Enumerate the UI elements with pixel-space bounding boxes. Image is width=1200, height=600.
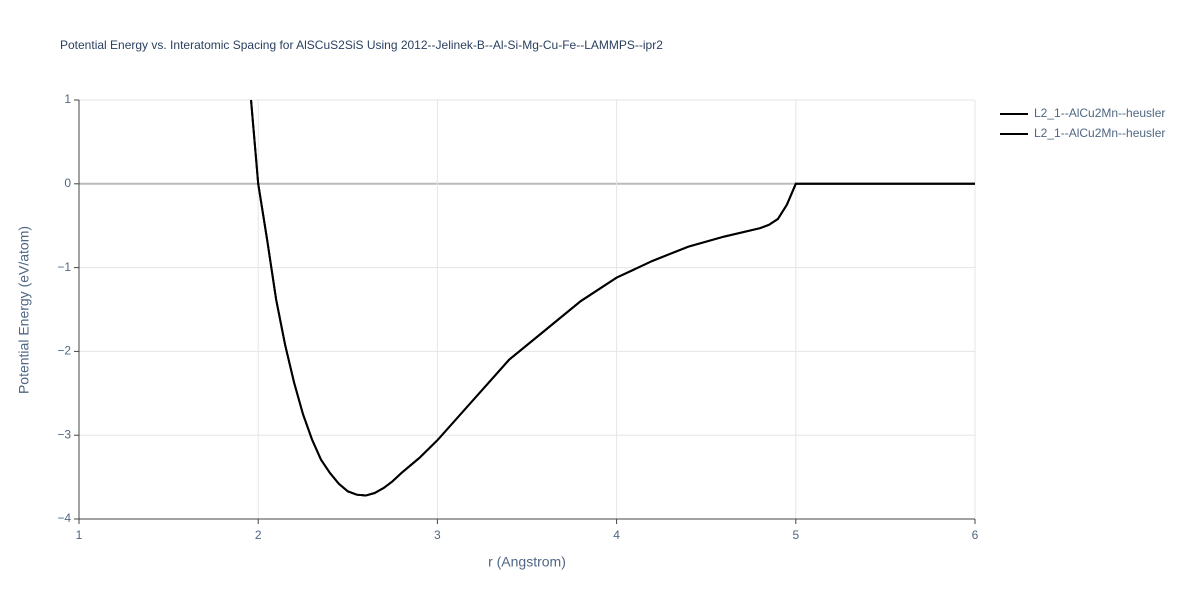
x-tick-label: 2 [255,528,262,542]
y-axis-title: Potential Energy (eV/atom) [16,226,32,394]
x-tick-label: 4 [613,528,620,542]
series-line [250,99,975,497]
y-tick-label: −4 [57,511,71,525]
y-tick-label: −2 [57,344,71,358]
y-tick-label: −3 [57,427,71,441]
x-tick-label: 3 [434,528,441,542]
x-tick-label: 6 [972,528,979,542]
x-tick-label: 5 [792,528,799,542]
legend-label: L2_1--AlCu2Mn--heusler [1034,126,1165,140]
chart-title: Potential Energy vs. Interatomic Spacing… [60,38,663,52]
x-tick-label: 1 [76,528,83,542]
y-tick-label: 1 [64,92,71,106]
x-axis-title: r (Angstrom) [488,554,566,570]
y-tick-label: −1 [57,260,71,274]
y-tick-label: 0 [64,176,71,190]
series-line [250,99,975,497]
legend-label: L2_1--AlCu2Mn--heusler [1034,106,1165,120]
